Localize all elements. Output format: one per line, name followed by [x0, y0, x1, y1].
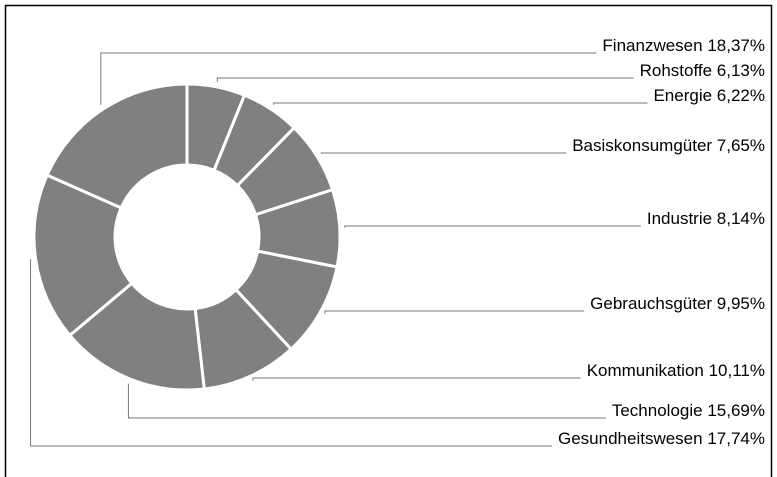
leader-line: [100, 52, 597, 105]
value-label: 18,37%: [707, 36, 765, 55]
leader-line: [30, 259, 552, 447]
category-name: Kommunikation: [587, 361, 704, 380]
leader-line: [252, 377, 581, 381]
slice-label: Gesundheitswesen 17,74%: [558, 429, 765, 448]
value-label: 17,74%: [707, 429, 765, 448]
slice-label: Rohstoffe 6,13%: [640, 61, 765, 80]
category-name: Basiskonsumgüter: [572, 136, 712, 155]
category-name: Rohstoffe: [640, 61, 712, 80]
category-name: Technologie: [612, 401, 703, 420]
category-name: Industrie: [647, 209, 712, 228]
slice: [32, 173, 134, 338]
slice: [45, 82, 189, 210]
slice-label: Basiskonsumgüter 7,65%: [572, 136, 765, 155]
category-name: Gesundheitswesen: [558, 429, 703, 448]
value-label: 8,14%: [717, 209, 765, 228]
category-name: Finanzwesen: [602, 36, 702, 55]
value-label: 6,22%: [717, 86, 765, 105]
leader-line: [344, 225, 641, 228]
frame: [4, 4, 773, 477]
leader-line: [320, 152, 567, 154]
value-label: 7,65%: [717, 136, 765, 155]
leader-line: [324, 310, 585, 315]
value-label: 10,11%: [709, 361, 765, 380]
slice-label: Industrie 8,14%: [647, 209, 765, 228]
value-label: 15,69%: [707, 401, 765, 420]
leader-line: [127, 383, 606, 419]
value-label: 6,13%: [717, 61, 765, 80]
slice-label: Technologie 15,69%: [612, 401, 765, 420]
slice-label: Gebrauchsgüter 9,95%: [590, 294, 765, 313]
leader-line: [216, 77, 634, 82]
category-name: Gebrauchsgüter: [590, 294, 712, 313]
value-label: 9,95%: [717, 294, 765, 313]
category-name: Energie: [653, 86, 712, 105]
slice-label: Finanzwesen 18,37%: [602, 36, 765, 55]
slice-label: Energie 6,22%: [653, 86, 765, 105]
leader-line: [273, 102, 648, 105]
slice-label: Kommunikation 10,11%: [587, 361, 765, 380]
